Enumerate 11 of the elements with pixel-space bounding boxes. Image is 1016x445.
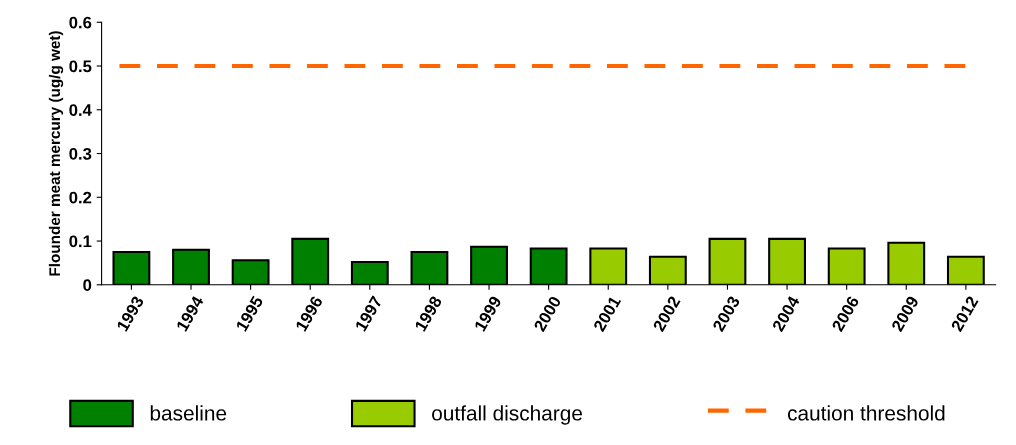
y-tick-label: 0.2 [69, 191, 92, 204]
legend-label: caution threshold [787, 405, 945, 421]
y-tick-label: 0.6 [69, 16, 92, 29]
y-tick-label: 0.1 [69, 235, 92, 248]
y-tick-label: 0.4 [69, 104, 92, 116]
y-axis-title: Flounder meat mercury (ug/g wet) [48, 31, 64, 276]
legend-label: outfall discharge [432, 405, 582, 425]
y-tick-label: 0 [83, 279, 92, 291]
legend-label: baseline [150, 405, 227, 421]
y-tick-label: 0.3 [69, 147, 92, 160]
y-tick-label: 0.5 [69, 60, 92, 73]
